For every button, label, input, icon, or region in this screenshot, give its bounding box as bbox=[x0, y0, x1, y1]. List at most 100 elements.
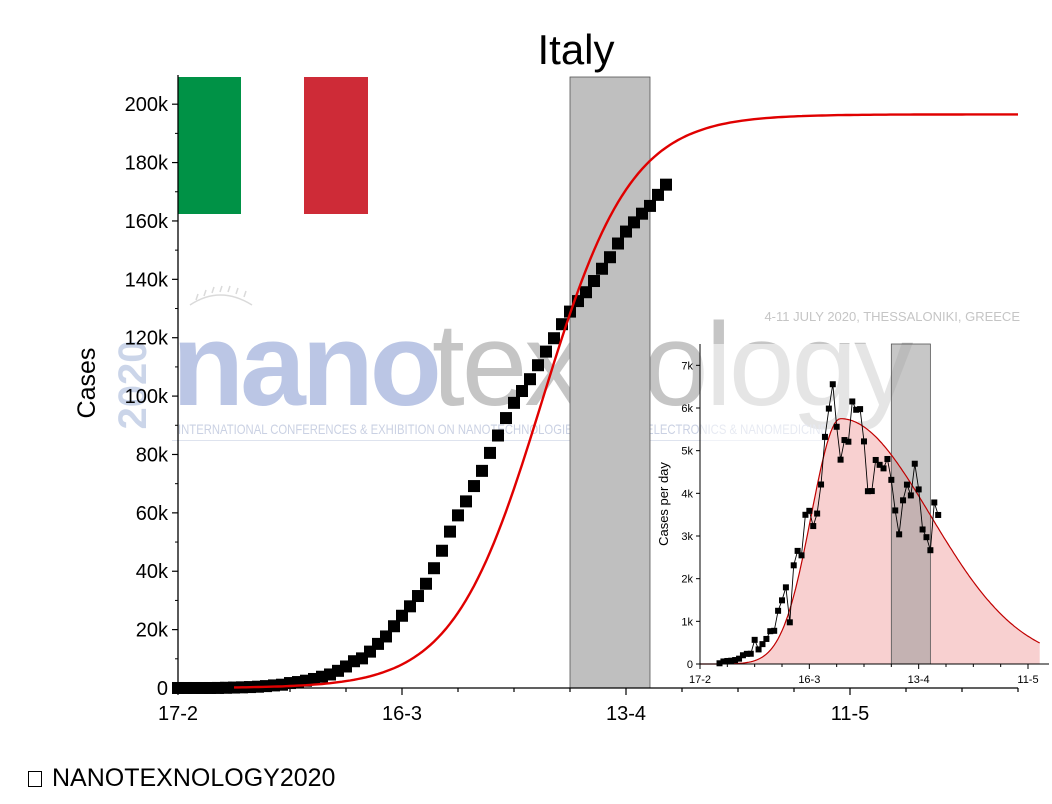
inset-data-point bbox=[724, 657, 731, 664]
inset-x-tick-label: 13-4 bbox=[908, 674, 930, 686]
inset-data-point bbox=[837, 456, 844, 463]
main-y-axis-label: Cases bbox=[73, 348, 101, 419]
inset-data-point bbox=[775, 607, 782, 614]
inset-y-tick-label: 5k bbox=[681, 446, 693, 458]
main-data-point bbox=[516, 385, 528, 398]
main-data-point bbox=[388, 620, 400, 633]
inset-shaded-region bbox=[890, 343, 931, 665]
inset-y-tick-label: 1k bbox=[681, 616, 693, 628]
main-data-point bbox=[404, 600, 416, 613]
main-y-tick-label: 100k bbox=[125, 386, 169, 408]
main-data-points bbox=[172, 178, 672, 694]
inset-data-point bbox=[732, 657, 739, 664]
inset-data-point bbox=[755, 646, 762, 653]
inset-data-point bbox=[736, 655, 743, 662]
main-x-tick-label: 17-2 bbox=[158, 703, 198, 725]
inset-data-point bbox=[919, 526, 926, 533]
chart-title: Italy bbox=[537, 26, 614, 73]
inset-data-points bbox=[716, 381, 942, 667]
inset-y-tick-label: 2k bbox=[681, 574, 693, 586]
inset-x-tick-label: 17-2 bbox=[689, 674, 711, 686]
flag-red-stripe bbox=[304, 77, 368, 214]
main-x-tick-label: 13-4 bbox=[606, 703, 646, 725]
main-data-point bbox=[444, 525, 456, 538]
inset-data-point bbox=[829, 381, 836, 388]
main-axes: 0 20k 40k 60k 80k 100k 120k 140k 160k 180k 200k 17-… bbox=[125, 75, 1019, 725]
main-y-tick-label: 120k bbox=[125, 328, 169, 350]
main-data-point bbox=[580, 286, 592, 299]
inset-data-point bbox=[864, 488, 871, 495]
inset-data-point bbox=[923, 534, 930, 541]
inset-data-point bbox=[763, 635, 770, 642]
main-data-point bbox=[548, 332, 560, 345]
inset-data-point bbox=[872, 456, 879, 463]
inset-fit-curve bbox=[700, 418, 1040, 665]
inset-data-point bbox=[845, 438, 852, 445]
main-data-point bbox=[644, 199, 656, 212]
chart-figure: 2020 nano texnology 4-11 JULY 2020, THES… bbox=[73, 26, 1050, 725]
watermark-wordmark-left: nano bbox=[172, 299, 438, 431]
inset-y-tick-label: 0 bbox=[687, 659, 693, 671]
inset-data-point bbox=[903, 481, 910, 488]
inset-data-point bbox=[911, 460, 918, 467]
inset-data-point bbox=[779, 597, 785, 604]
inset-data-point bbox=[794, 547, 801, 554]
main-data-point bbox=[524, 373, 536, 386]
inset-data-point bbox=[810, 523, 817, 530]
main-y-tick-label: 180k bbox=[125, 153, 169, 175]
main-data-point bbox=[540, 345, 552, 358]
main-data-point bbox=[620, 225, 632, 238]
inset-data-point bbox=[759, 641, 766, 648]
inset-data-point bbox=[806, 507, 813, 514]
main-x-tick-label: 11-5 bbox=[831, 703, 870, 725]
inset-data-point bbox=[892, 507, 899, 514]
inset-y-tick-label: 6k bbox=[681, 403, 693, 415]
footer-text: NANOTEXNOLOGY2020 bbox=[52, 764, 336, 792]
inset-data-point bbox=[716, 660, 723, 667]
main-data-point bbox=[604, 251, 616, 264]
inset-data-point bbox=[798, 552, 805, 559]
main-y-tick-label: 140k bbox=[125, 269, 169, 291]
inset-data-point bbox=[790, 562, 797, 569]
inset-data-point bbox=[876, 461, 883, 468]
main-data-point bbox=[612, 237, 624, 250]
main-data-point bbox=[452, 509, 464, 522]
inset-data-point bbox=[771, 627, 778, 634]
main-y-tick-label: 60k bbox=[136, 503, 169, 525]
main-y-tick-label: 80k bbox=[136, 444, 169, 466]
inset-data-point bbox=[802, 511, 809, 518]
inset-data-point bbox=[814, 510, 821, 517]
main-data-point bbox=[660, 178, 672, 191]
inset-data-point bbox=[728, 657, 735, 664]
inset-data-point bbox=[861, 438, 867, 445]
watermark-year: 2020 bbox=[111, 341, 155, 430]
inset-data-point bbox=[786, 619, 793, 626]
main-data-point bbox=[508, 396, 520, 409]
italy-flag-icon bbox=[178, 77, 368, 214]
inset-data-point bbox=[907, 492, 914, 499]
main-data-point bbox=[420, 577, 432, 590]
main-y-tick-label: 160k bbox=[125, 211, 169, 233]
square-bullet-icon bbox=[28, 770, 42, 787]
inset-data-point bbox=[747, 650, 754, 657]
inset-data-point bbox=[931, 499, 938, 506]
main-data-point bbox=[484, 446, 496, 459]
inset-data-point bbox=[743, 650, 750, 657]
inset-data-point bbox=[888, 476, 895, 483]
inset-data-point bbox=[884, 455, 891, 462]
main-fit-curve bbox=[234, 113, 1018, 689]
inset-y-tick-label: 4k bbox=[681, 488, 693, 500]
main-y-tick-label: 0 bbox=[157, 678, 168, 700]
main-shaded-region bbox=[569, 76, 651, 689]
main-data-point bbox=[500, 412, 512, 425]
inset-data-point bbox=[841, 437, 848, 444]
main-data-point bbox=[492, 429, 504, 442]
inset-data-point bbox=[915, 486, 922, 493]
inset-y-tick-label: 3k bbox=[681, 531, 693, 543]
main-data-point bbox=[532, 359, 544, 372]
inset-data-point bbox=[853, 406, 860, 413]
inset-data-point bbox=[833, 423, 840, 430]
inset-axes: 0 1k 2k 3k 4k 5k 6k 7k 17-2 16-3 13-4 11-5 bbox=[681, 344, 1049, 686]
inset-data-point bbox=[935, 511, 942, 518]
inset-data-point bbox=[857, 406, 864, 413]
